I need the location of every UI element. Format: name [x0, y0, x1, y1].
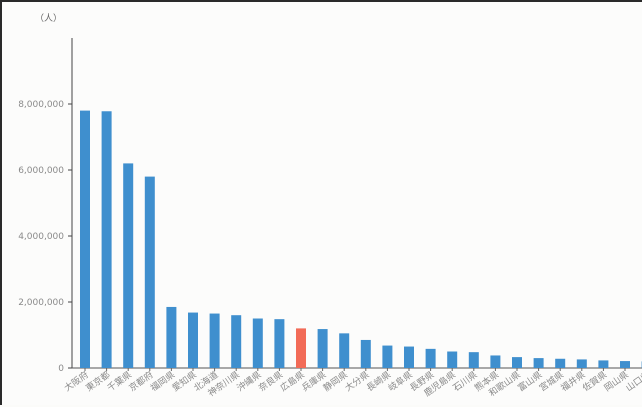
bar — [490, 355, 500, 368]
bar — [598, 360, 608, 368]
bar — [274, 319, 284, 368]
bar — [555, 359, 565, 368]
bar — [404, 347, 414, 368]
bar — [620, 361, 630, 368]
bar — [253, 319, 263, 369]
highlighted-bar — [296, 328, 306, 368]
bar — [361, 340, 371, 368]
bar — [231, 315, 241, 368]
bar — [102, 111, 112, 368]
y-tick-label: 2,000,000 — [18, 298, 64, 308]
bar — [577, 359, 587, 368]
y-axis-unit-label: （人） — [35, 13, 62, 24]
bar — [447, 352, 457, 369]
bar — [512, 357, 522, 368]
y-tick-label: 4,000,000 — [18, 232, 64, 242]
bar — [426, 349, 436, 368]
bar — [534, 358, 544, 368]
bar — [469, 352, 479, 368]
bar — [123, 163, 133, 368]
bar — [145, 177, 155, 368]
bar — [339, 333, 349, 368]
bar — [80, 111, 90, 368]
y-tick-label: 8,000,000 — [18, 100, 64, 110]
y-tick-label: 0 — [58, 364, 64, 374]
bar — [318, 329, 328, 368]
bar — [188, 313, 198, 368]
bar — [210, 314, 220, 368]
y-tick-label: 6,000,000 — [18, 166, 64, 176]
bar — [166, 307, 176, 368]
bar — [382, 346, 392, 368]
